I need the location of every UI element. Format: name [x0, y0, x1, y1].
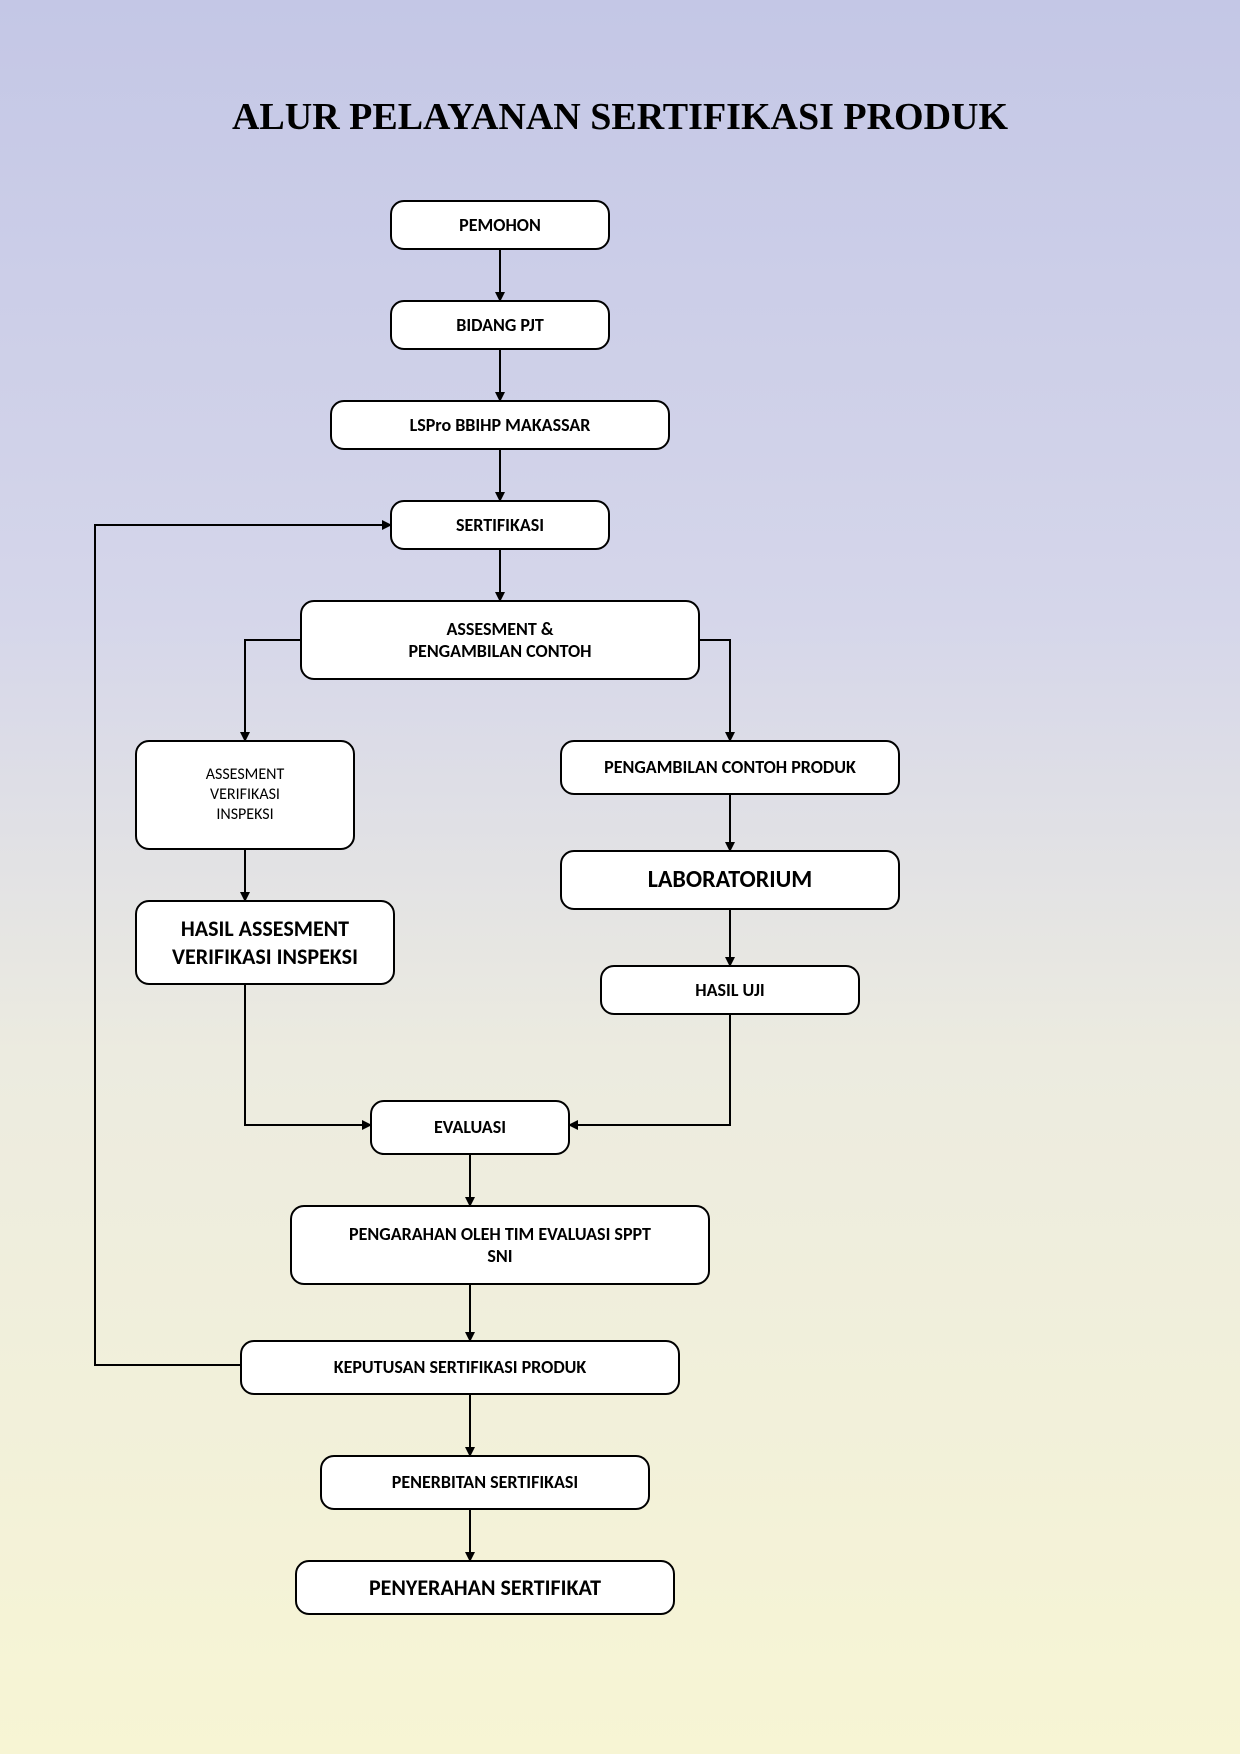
node-label: PENERBITAN SERTIFIKASI	[392, 1471, 578, 1494]
node-label: INSPEKSI	[216, 805, 273, 825]
node-pengarahan: PENGARAHAN OLEH TIM EVALUASI SPPTSNI	[290, 1205, 710, 1285]
node-lab: LABORATORIUM	[560, 850, 900, 910]
node-hasilavi: HASIL ASSESMENTVERIFIKASI INSPEKSI	[135, 900, 395, 985]
node-label: ASSESMENT	[206, 765, 285, 785]
edge	[570, 1015, 730, 1125]
node-avi: ASSESMENTVERIFIKASIINSPEKSI	[135, 740, 355, 850]
node-label: EVALUASI	[434, 1116, 506, 1139]
node-evaluasi: EVALUASI	[370, 1100, 570, 1155]
node-pemohon: PEMOHON	[390, 200, 610, 250]
node-label: HASIL UJI	[695, 979, 764, 1002]
node-label: LSPro BBIHP MAKASSAR	[410, 414, 591, 437]
node-label: KEPUTUSAN SERTIFIKASI PRODUK	[334, 1356, 587, 1379]
node-sertifikasi: SERTIFIKASI	[390, 500, 610, 550]
node-label: HASIL ASSESMENT	[181, 915, 349, 943]
node-bidang: BIDANG PJT	[390, 300, 610, 350]
node-label: ASSESMENT &	[446, 618, 553, 641]
node-penerbitan: PENERBITAN SERTIFIKASI	[320, 1455, 650, 1510]
node-label: PEMOHON	[459, 214, 541, 237]
node-label: PENYERAHAN SERTIFIKAT	[369, 1574, 601, 1602]
node-label: PENGAMBILAN CONTOH PRODUK	[604, 756, 856, 779]
node-label: PENGAMBILAN CONTOH	[408, 640, 591, 663]
node-penyerahan: PENYERAHAN SERTIFIKAT	[295, 1560, 675, 1615]
node-label: VERIFIKASI INSPEKSI	[172, 943, 358, 971]
edge	[245, 985, 370, 1125]
node-label: SNI	[487, 1245, 512, 1268]
node-label: BIDANG PJT	[456, 314, 544, 337]
node-label: PENGARAHAN OLEH TIM EVALUASI SPPT	[349, 1223, 651, 1246]
node-label: VERIFIKASI	[210, 785, 280, 805]
node-pcp: PENGAMBILAN CONTOH PRODUK	[560, 740, 900, 795]
page-title: ALUR PELAYANAN SERTIFIKASI PRODUK	[0, 95, 1240, 139]
node-keputusan: KEPUTUSAN SERTIFIKASI PRODUK	[240, 1340, 680, 1395]
node-assesment: ASSESMENT &PENGAMBILAN CONTOH	[300, 600, 700, 680]
node-hasiluji: HASIL UJI	[600, 965, 860, 1015]
edge	[245, 640, 300, 740]
node-lspro: LSPro BBIHP MAKASSAR	[330, 400, 670, 450]
node-label: SERTIFIKASI	[456, 514, 544, 537]
edge	[700, 640, 730, 740]
node-label: LABORATORIUM	[648, 865, 813, 895]
